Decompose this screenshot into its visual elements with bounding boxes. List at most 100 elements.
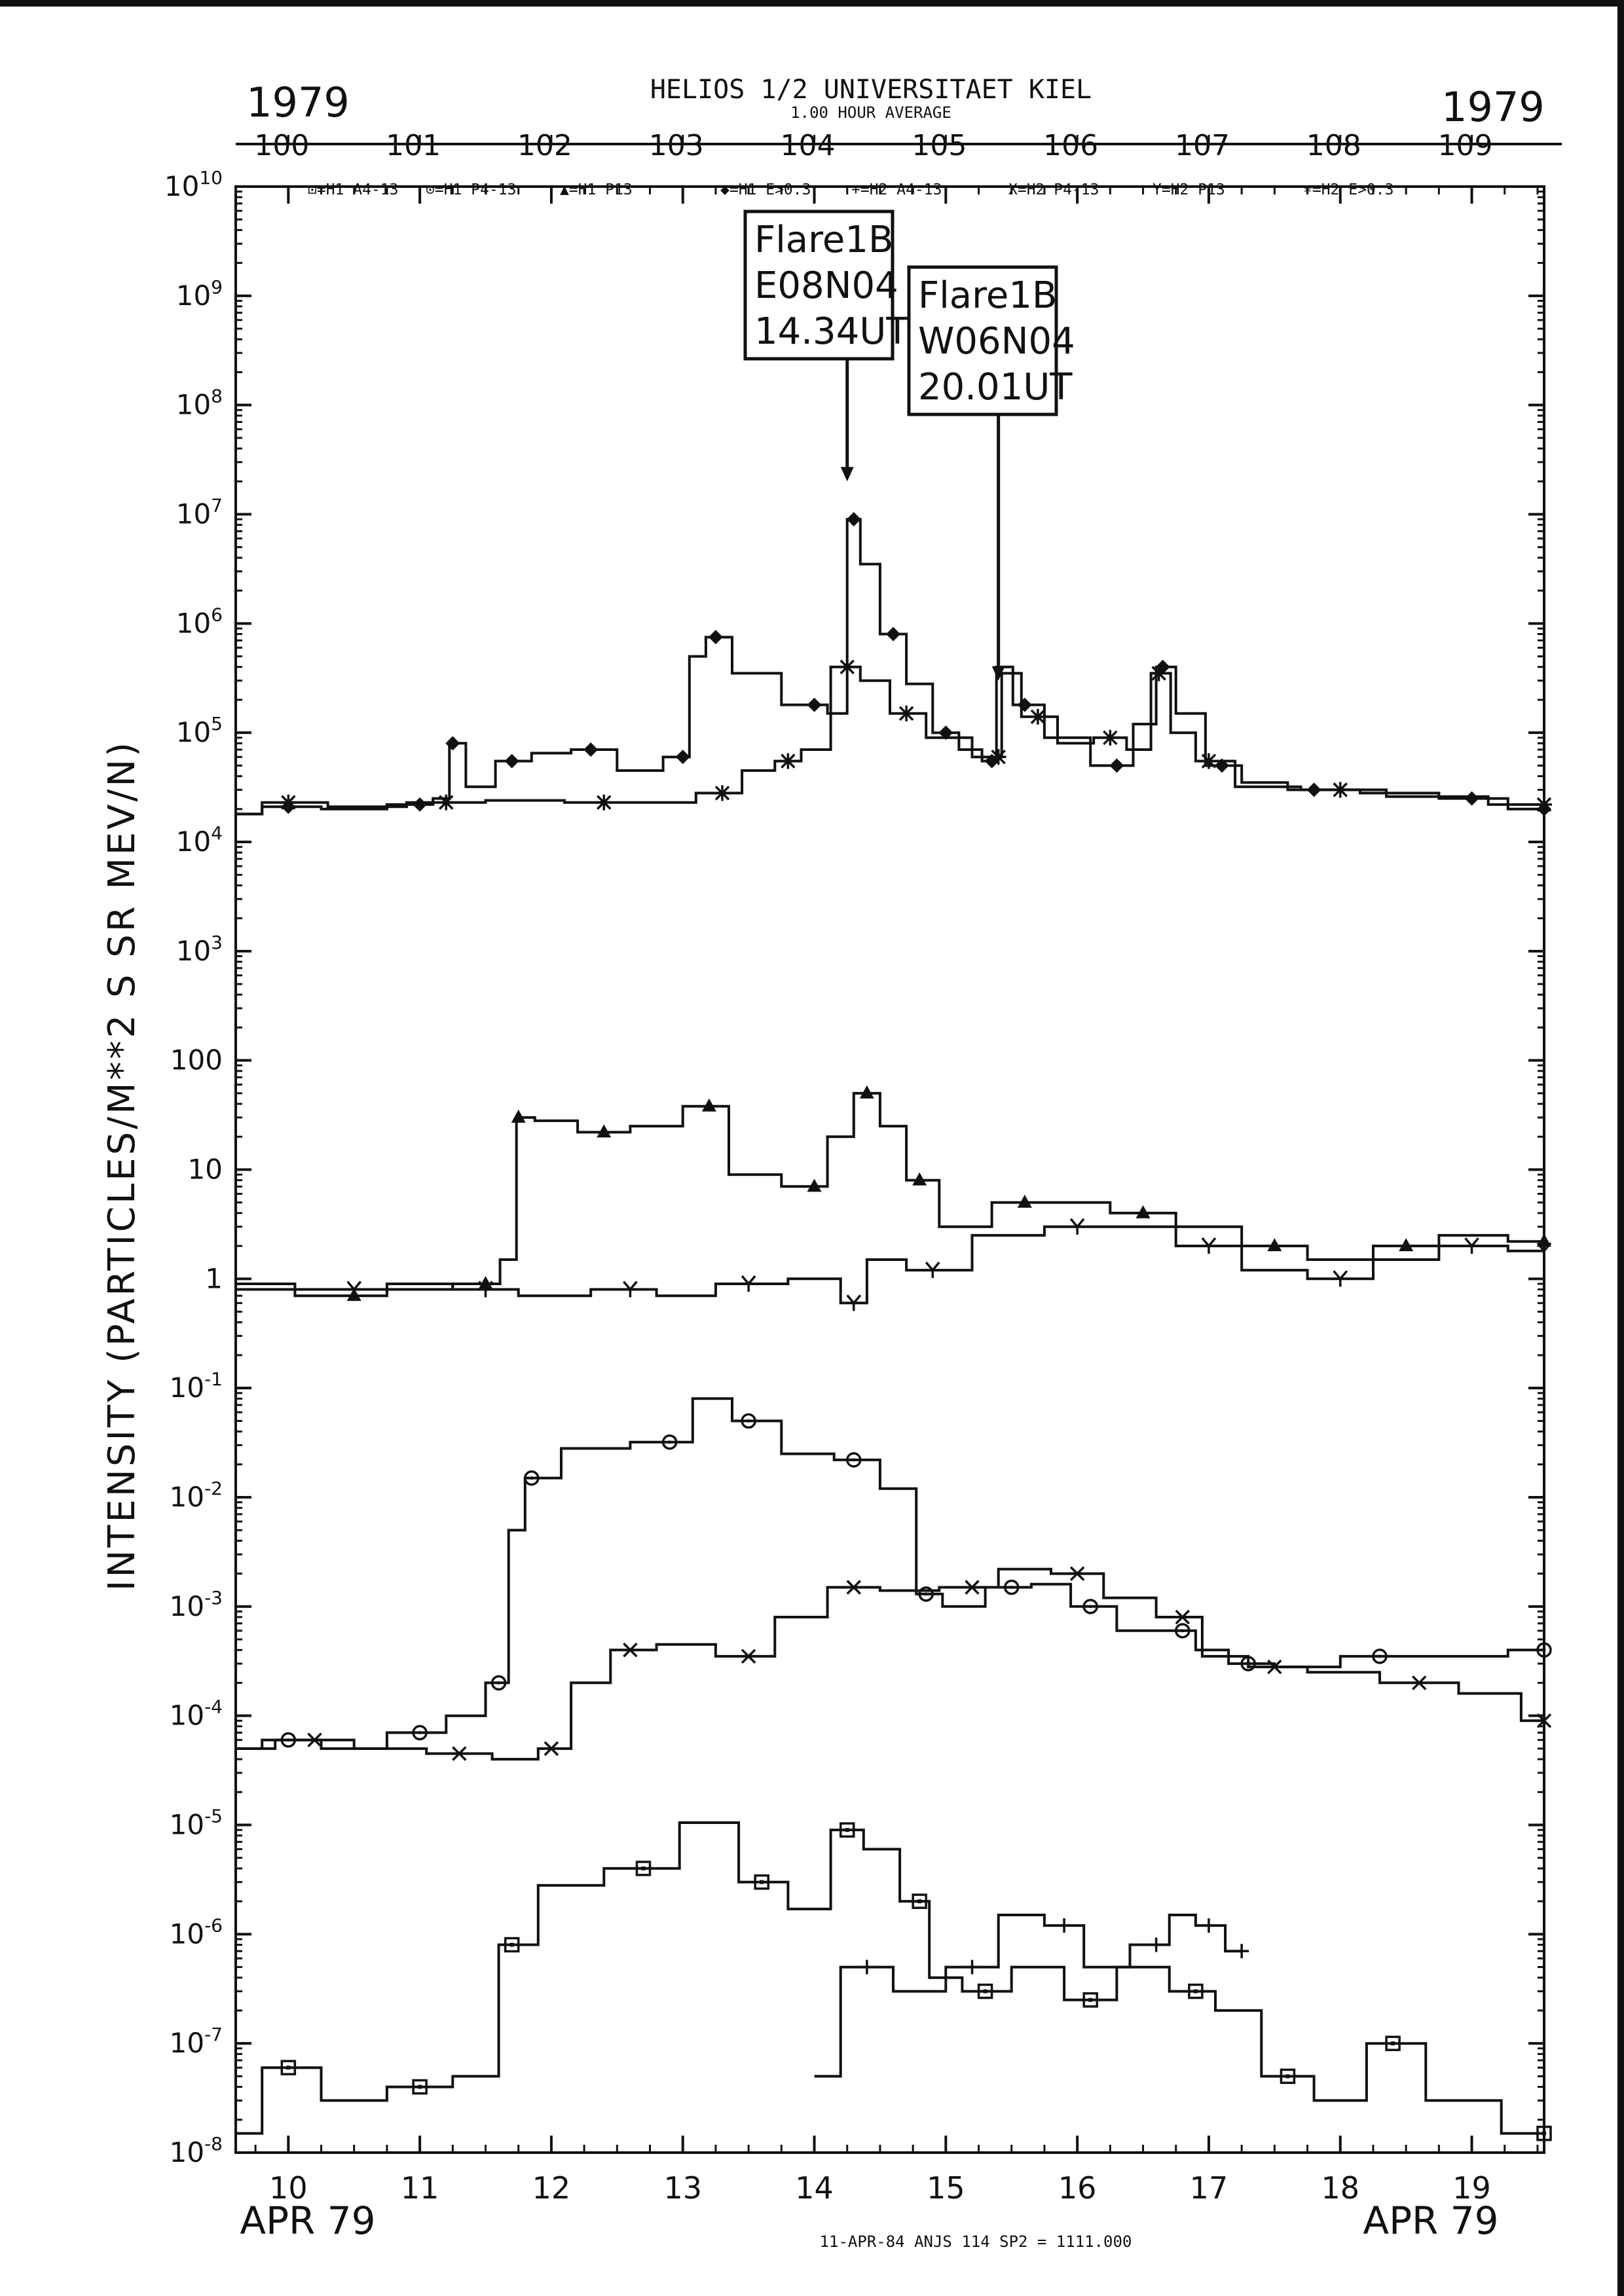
series-line	[236, 1567, 1544, 1761]
marker-x-b	[544, 1741, 559, 1757]
marker-square	[412, 2079, 428, 2095]
data-point	[1464, 791, 1479, 806]
legend-entry: Y=H2 P13	[1153, 181, 1225, 198]
marker-circle	[1175, 1623, 1190, 1639]
y-tick-label: 108	[176, 386, 223, 421]
marker-square-dot	[1285, 2074, 1290, 2079]
data-point	[1200, 753, 1217, 769]
data-point	[1069, 1566, 1085, 1581]
marker-x-b	[1267, 1659, 1282, 1675]
marker-circle	[1003, 1579, 1020, 1595]
marker-circle-dot	[1010, 1585, 1014, 1589]
data-point	[1102, 729, 1118, 746]
marker-circle-dot	[1542, 1648, 1546, 1652]
y-tick-label: 106	[176, 604, 223, 639]
legend-entry: ∗=H2 E>0.3	[1303, 181, 1393, 198]
data-point	[1536, 1642, 1552, 1658]
marker-square-dot	[1391, 2041, 1395, 2046]
marker-circle-dot	[1378, 1654, 1382, 1658]
data-point	[478, 1281, 493, 1298]
series-h2-a4-13	[814, 1914, 1249, 2078]
data-point	[846, 1294, 862, 1311]
marker-x-b	[307, 1732, 322, 1747]
marker-square-dot	[1088, 1997, 1093, 2002]
year-label-left: 1979	[246, 79, 350, 126]
y-tick-label: 10	[188, 1154, 223, 1186]
data-point	[938, 725, 953, 740]
doy-tick-label: 109	[1438, 129, 1493, 162]
marker-diamond	[886, 627, 901, 642]
series-h2-p13	[236, 1218, 1552, 1311]
series-h1-a4-13	[236, 1821, 1552, 2141]
y-tick-label: 10-1	[170, 1368, 223, 1404]
data-point	[1372, 1649, 1388, 1664]
series-h2-p4-13	[236, 1566, 1552, 1761]
data-point	[839, 1822, 855, 1838]
annotation-text: Flare1B	[754, 219, 893, 261]
y-tick-label: 10-2	[170, 1478, 223, 1513]
marker-y	[741, 1275, 756, 1292]
data-point	[1332, 782, 1348, 798]
series-line	[236, 665, 1544, 816]
data-point	[912, 1172, 927, 1186]
data-point	[990, 749, 1006, 765]
data-point	[1280, 2068, 1296, 2085]
data-point	[1464, 1237, 1479, 1254]
marker-square-dot	[845, 1828, 849, 1832]
y-tick-label: 103	[176, 932, 223, 967]
marker-y	[1464, 1237, 1479, 1254]
marker-square-dot	[509, 1942, 514, 1947]
marker-square	[635, 1861, 652, 1876]
marker-x-b	[452, 1746, 467, 1761]
data-point	[623, 1281, 638, 1298]
data-point	[307, 1732, 322, 1747]
marker-square	[912, 1893, 927, 1909]
marker-diamond	[1464, 791, 1479, 806]
month-label-left: APR 79	[240, 2198, 375, 2243]
y-tick-label: 104	[176, 822, 223, 858]
marker-x-b	[623, 1642, 638, 1658]
data-point	[1151, 665, 1167, 682]
data-point	[413, 797, 428, 812]
data-point	[846, 512, 861, 527]
y-axis: 1010 109 108 107 106 105 104 103 100 10 1 10-1 10-2 1…	[164, 167, 1544, 2168]
series-h1-p4-13	[236, 1397, 1552, 1750]
x-tick-label: 11	[401, 2170, 439, 2206]
data-point	[504, 754, 519, 769]
marker-square-dot	[418, 2085, 422, 2089]
marker-diamond	[445, 736, 460, 751]
data-point	[1082, 1992, 1098, 2008]
marker-diamond	[1155, 659, 1170, 674]
y-tick-label: 10-4	[170, 1696, 223, 1732]
data-point	[524, 1470, 540, 1486]
marker-diamond	[675, 750, 690, 765]
marker-square-dot	[917, 1899, 922, 1904]
data-point	[1082, 1599, 1098, 1614]
data-point	[1017, 1194, 1032, 1208]
data-point	[504, 1937, 520, 1953]
marker-diamond	[846, 512, 861, 527]
marker-x-b	[1411, 1675, 1427, 1690]
y-tick-label: 100	[170, 1044, 223, 1076]
marker-square-dot	[983, 1989, 987, 1994]
data-point	[596, 794, 612, 811]
data-point	[846, 1452, 862, 1468]
y-tick-label: 1010	[164, 167, 223, 202]
marker-square	[504, 1937, 520, 1953]
annotation-arrow-head	[840, 467, 854, 482]
marker-square-dot	[1542, 2131, 1546, 2136]
series-line	[236, 1225, 1544, 1305]
data-point	[965, 1580, 980, 1595]
data-point	[1333, 1270, 1348, 1287]
data-point	[511, 1109, 526, 1123]
marker-circle	[1536, 1642, 1552, 1658]
data-point	[807, 1178, 822, 1192]
series-h2-e-0-3	[236, 659, 1552, 816]
marker-diamond	[708, 630, 723, 645]
data-point	[1057, 1918, 1072, 1933]
data-point	[1175, 1609, 1190, 1625]
marker-circle-dot	[924, 1592, 928, 1596]
